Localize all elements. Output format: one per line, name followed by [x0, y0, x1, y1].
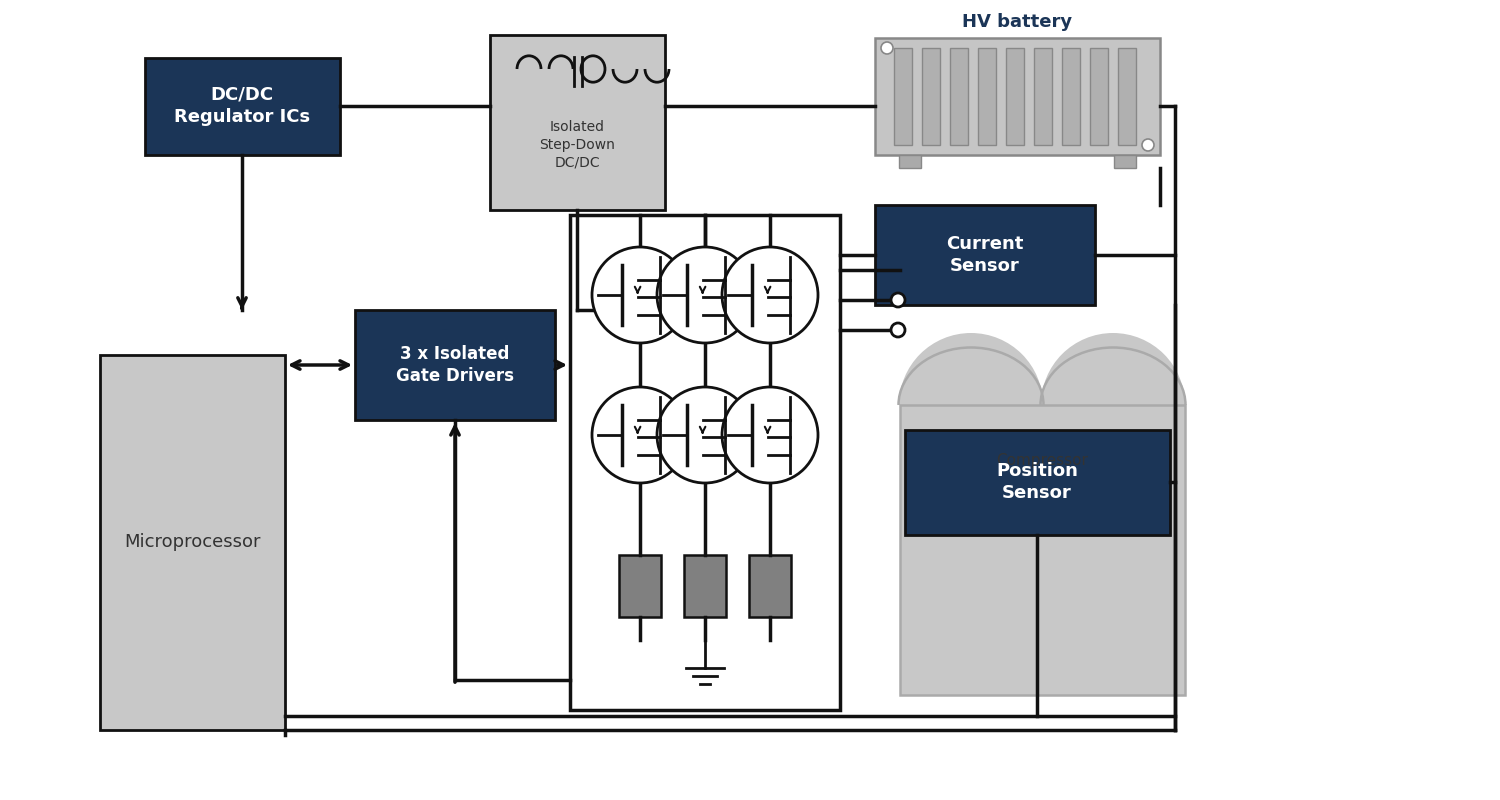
Bar [922, 48, 940, 145]
Bar [874, 205, 1095, 305]
Wedge shape [1041, 333, 1185, 405]
Bar [748, 555, 790, 617]
Circle shape [657, 387, 753, 483]
Bar [904, 430, 1170, 535]
Bar [894, 48, 912, 145]
Circle shape [722, 387, 818, 483]
Circle shape [592, 387, 688, 483]
Bar [950, 48, 968, 145]
Bar [570, 215, 840, 710]
Text: Compressor: Compressor [996, 453, 1088, 467]
Bar [620, 555, 662, 617]
Circle shape [891, 323, 904, 337]
Bar [1090, 48, 1108, 145]
Text: Position
Sensor: Position Sensor [996, 462, 1078, 502]
Circle shape [592, 247, 688, 343]
Circle shape [722, 247, 818, 343]
Text: Isolated
Step-Down
DC/DC: Isolated Step-Down DC/DC [538, 120, 615, 170]
Bar [356, 310, 555, 420]
Text: DC/DC
Regulator ICs: DC/DC Regulator ICs [174, 86, 310, 126]
Circle shape [880, 42, 892, 54]
Circle shape [657, 247, 753, 343]
Bar [146, 58, 340, 155]
Bar [1114, 155, 1136, 168]
Text: Microprocessor: Microprocessor [123, 533, 261, 551]
Text: HV battery: HV battery [962, 13, 1072, 31]
Bar [900, 405, 1185, 695]
Bar [1118, 48, 1136, 145]
Bar [898, 155, 921, 168]
Wedge shape [898, 333, 1042, 405]
Bar [978, 48, 996, 145]
Circle shape [891, 293, 904, 307]
Bar [1062, 48, 1080, 145]
Bar [1034, 48, 1052, 145]
Bar [874, 38, 1160, 155]
Bar [1007, 48, 1025, 145]
Bar [100, 355, 285, 730]
Circle shape [1142, 139, 1154, 151]
Bar [490, 35, 664, 210]
Text: Current
Sensor: Current Sensor [946, 234, 1023, 275]
Bar [684, 555, 726, 617]
Text: 3 x Isolated
Gate Drivers: 3 x Isolated Gate Drivers [396, 345, 514, 386]
